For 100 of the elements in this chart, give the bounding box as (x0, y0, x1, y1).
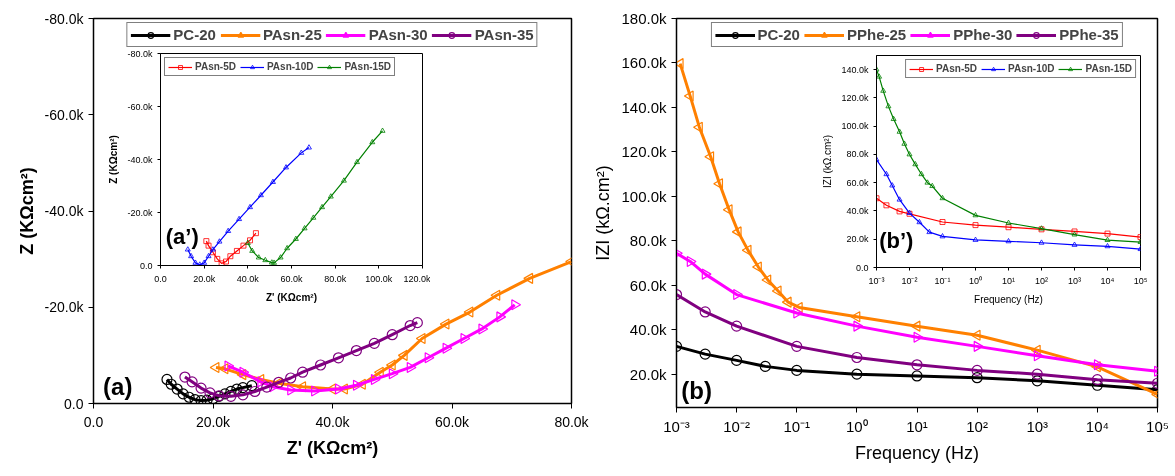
y-tick-label: -60.0k (44, 106, 85, 123)
legend-label: PAsn-30 (368, 26, 428, 43)
point (284, 244, 291, 251)
point (386, 329, 398, 341)
point (397, 349, 408, 361)
point (183, 391, 195, 403)
y-tick-label: 0.0 (855, 262, 869, 273)
y-tick-label: 80.0k (846, 149, 869, 160)
point (354, 158, 360, 164)
point (237, 389, 249, 401)
legend-label: PAsn-35 (474, 26, 534, 43)
point (270, 178, 276, 184)
y-tick-label: 40.0k (629, 321, 667, 339)
point (314, 359, 327, 371)
point (195, 382, 207, 394)
point (478, 323, 489, 335)
x-tick-label: 10⁵ (1133, 275, 1148, 286)
legend-label: PC-20 (757, 26, 800, 43)
x-tick-label: 10⁰ (968, 275, 983, 286)
point (214, 255, 221, 262)
y-axis-title: IZI (kΩ.cm²) (593, 165, 614, 261)
x-tick-label: 10⁻¹ (783, 417, 811, 435)
y-tick-label: 40.0k (846, 205, 869, 216)
annotation: (b’) (879, 227, 914, 253)
point (210, 246, 216, 252)
point (247, 203, 253, 210)
point (240, 242, 247, 249)
point (192, 259, 199, 265)
legend-label: PAsn-15D (1085, 63, 1132, 74)
y-tick-label: 60.0k (846, 177, 869, 188)
point (224, 360, 235, 372)
x-tick-label: 10⁻² (723, 417, 750, 435)
x-tick-label: 40.0k (315, 413, 351, 430)
point (379, 127, 386, 133)
point (249, 385, 261, 398)
legend-label: PPhe-30 (953, 26, 1013, 43)
point (255, 254, 262, 260)
y-tick-label: -80.0k (44, 10, 85, 27)
y-tick-label: 120.0k (621, 143, 667, 161)
point (261, 381, 273, 393)
y-tick-label: 120.0k (841, 92, 869, 103)
point (406, 361, 417, 374)
point (424, 352, 435, 364)
annotation: (b) (681, 376, 712, 404)
x-tick-label: 10⁰ (846, 417, 868, 435)
point (225, 227, 232, 233)
x-tick-label: 80.0k (554, 413, 590, 430)
y-tick-label: 140.0k (621, 98, 667, 116)
x-axis-title: Z' (KΩcm²) (266, 291, 317, 303)
point (218, 363, 229, 375)
y-tick-label: 100.0k (841, 121, 869, 132)
point (210, 249, 216, 256)
legend-label: PAsn-15D (344, 61, 391, 72)
point (258, 191, 264, 198)
x-axis-title: Z' (KΩcm²) (286, 437, 379, 458)
point (216, 238, 223, 244)
point (236, 215, 242, 221)
point (201, 394, 213, 404)
point (201, 259, 208, 265)
legend-label: PAsn-10D (1008, 63, 1055, 74)
point (204, 387, 216, 399)
x-tick-label: 20.0k (195, 413, 232, 430)
point (269, 381, 280, 393)
x-tick-label: 0.0 (83, 413, 104, 430)
x-tick-label: 10¹ (906, 417, 928, 435)
x-tick-label: 80.0k (324, 273, 347, 284)
point (460, 332, 471, 345)
x-tick-label: 10⁻² (901, 275, 918, 286)
y-tick-label: 100.0k (621, 187, 667, 205)
point (415, 332, 426, 345)
point (285, 372, 297, 384)
x-tick-label: 60.0k (434, 413, 471, 430)
point (189, 394, 201, 404)
y-tick-label: 180.0k (621, 10, 667, 27)
point (388, 368, 399, 380)
point (165, 378, 177, 390)
point (292, 235, 299, 241)
legend-label: PAsn-25 (262, 26, 322, 43)
point (523, 272, 534, 284)
x-axis-title: Frequency (Hz) (854, 442, 980, 463)
x-tick-label: 20.0k (193, 273, 216, 284)
point (373, 366, 384, 378)
point (306, 144, 312, 150)
legend-label: PC-20 (173, 26, 216, 43)
point (253, 230, 259, 237)
point (195, 395, 207, 404)
point (297, 366, 309, 378)
y-tick-label: 0.0 (139, 260, 153, 271)
point (368, 337, 380, 349)
legend-label: PPhe-35 (1059, 26, 1119, 43)
point (283, 164, 289, 170)
legend-label: PAsn-10D (266, 61, 314, 72)
point (411, 317, 423, 329)
point (219, 388, 231, 400)
y-tick-label: -60.0k (127, 101, 153, 112)
point (234, 248, 240, 254)
x-tick-label: 120.0k (403, 273, 431, 284)
point (188, 252, 194, 259)
point (225, 390, 237, 402)
y-tick-label: 0.0 (64, 395, 84, 412)
